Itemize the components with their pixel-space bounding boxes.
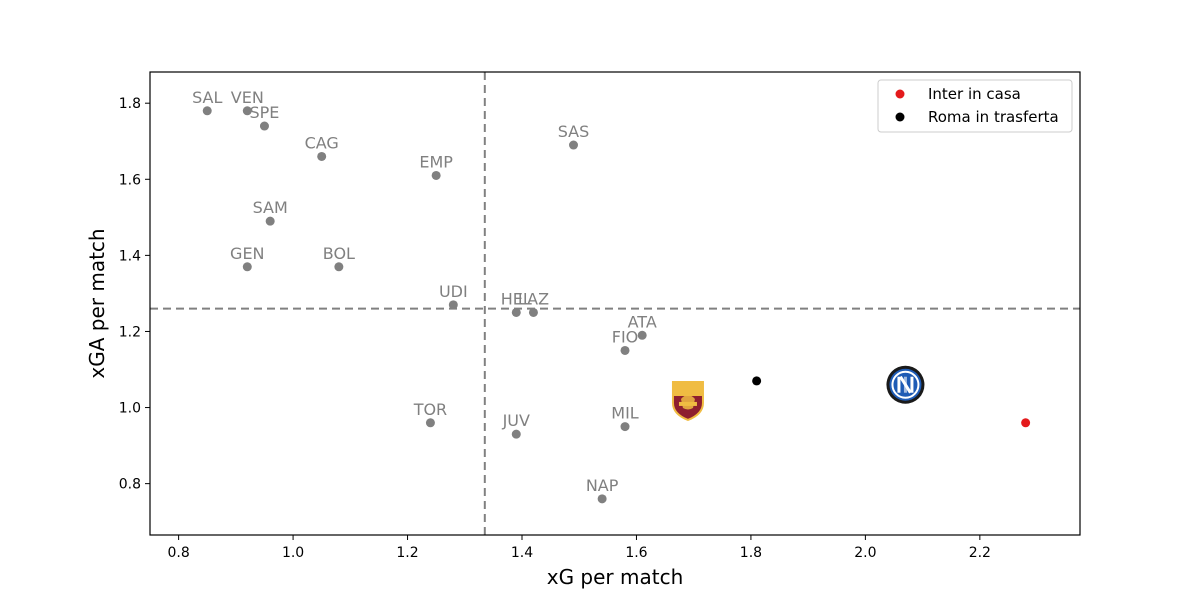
y-tick-label: 1.0 [119, 401, 141, 417]
team-label: FIO [612, 327, 639, 346]
team-point [528, 307, 538, 317]
y-tick-label: 1.6 [119, 172, 141, 188]
team-label: SAL [192, 88, 222, 107]
team-point [242, 262, 252, 272]
x-tick-label: 1.8 [740, 545, 762, 561]
legend-marker [895, 112, 905, 122]
x-tick-label: 0.8 [167, 545, 189, 561]
team-point [265, 216, 275, 226]
highlight-point [752, 376, 762, 386]
team-label: LAZ [518, 289, 549, 308]
legend: Inter in casa Roma in trasferta [877, 79, 1073, 133]
team-point [620, 422, 630, 432]
team-label: SPE [250, 103, 280, 122]
team-point [511, 307, 521, 317]
team-point [569, 140, 579, 150]
team-label: SAM [253, 198, 288, 217]
team-point [511, 429, 521, 439]
legend-label: Inter in casa [928, 85, 1021, 103]
plot-frame [149, 71, 1081, 536]
y-tick-label: 1.8 [119, 96, 141, 112]
team-point [448, 300, 458, 310]
x-axis: 0.8 1.0 1.2 1.4 1.6 1.8 2.0 2.2 [167, 535, 991, 561]
team-label: SAS [558, 122, 590, 141]
team-label: VEN [231, 88, 264, 107]
legend-label: Roma in trasferta [928, 108, 1059, 126]
team-point [334, 262, 344, 272]
y-axis-title: xGA per match [85, 228, 109, 378]
x-tick-label: 1.6 [625, 545, 647, 561]
team-label: ATA [628, 312, 657, 331]
team-point [597, 494, 607, 504]
team-point [637, 330, 647, 340]
team-point [425, 418, 435, 428]
team-label: JUV [502, 411, 530, 430]
team-point [431, 170, 441, 180]
team-label: HEL [501, 289, 532, 308]
team-point [259, 121, 269, 131]
roma-crest-icon [671, 380, 704, 422]
team-point [242, 106, 252, 116]
reference-lines [150, 72, 1080, 535]
team-label: UDI [439, 282, 468, 301]
highlight-point [1021, 418, 1031, 428]
x-tick-label: 1.0 [282, 545, 304, 561]
y-tick-label: 1.2 [119, 324, 141, 340]
y-tick-label: 0.8 [119, 477, 141, 493]
x-tick-label: 2.2 [969, 545, 991, 561]
team-point [317, 151, 327, 161]
team-label: BOL [323, 244, 355, 263]
team-label: GEN [230, 244, 264, 263]
x-axis-title: xG per match [547, 565, 684, 589]
y-tick-label: 1.4 [119, 248, 141, 264]
team-label: NAP [586, 476, 619, 495]
team-point [202, 106, 212, 116]
y-axis: 0.8 1.0 1.2 1.4 1.6 1.8 [119, 96, 150, 493]
club-logos [671, 365, 925, 422]
legend-box [877, 79, 1073, 133]
legend-marker [895, 89, 905, 99]
inter-crest-icon [886, 365, 925, 404]
x-tick-label: 2.0 [854, 545, 876, 561]
x-tick-label: 1.2 [396, 545, 418, 561]
team-label: MIL [611, 404, 639, 423]
team-label: TOR [413, 400, 447, 419]
x-tick-label: 1.4 [511, 545, 533, 561]
team-label: CAG [305, 133, 339, 152]
team-point [620, 345, 630, 355]
team-label: EMP [419, 152, 453, 171]
